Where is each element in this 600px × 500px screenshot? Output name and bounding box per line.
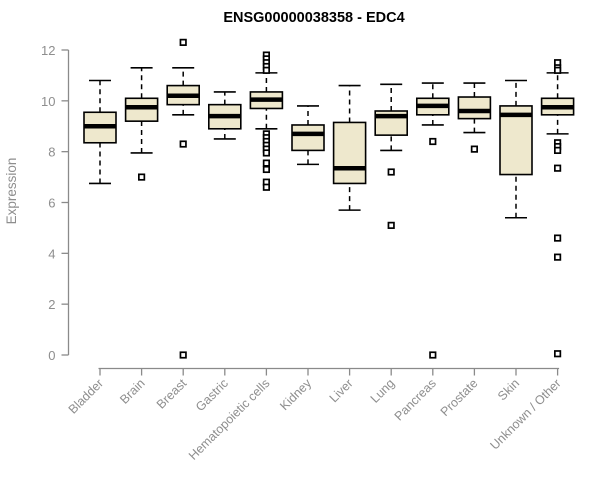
outlier-point	[553, 164, 562, 172]
y-tick-label-6: 6	[48, 195, 55, 210]
outlier-point	[470, 145, 478, 153]
boxplot-bladder	[83, 79, 117, 185]
y-tick-label-4: 4	[48, 246, 55, 261]
y-tick-label-10: 10	[41, 94, 55, 109]
boxplot-unknown-other	[540, 59, 575, 358]
chart-title: ENSG00000038358 - EDC4	[223, 10, 404, 26]
outlier-point	[262, 159, 270, 167]
boxplot-hematopoietic-cells	[249, 51, 284, 191]
boxplot-breast	[166, 38, 200, 359]
outlier-point	[138, 173, 146, 181]
outlier-point	[553, 234, 562, 242]
y-axis: 0 2 4 6 8 10 12	[41, 43, 70, 363]
outlier-point	[262, 183, 270, 191]
x-tick-label-prostate: Prostate	[438, 376, 481, 419]
boxplot-prostate	[457, 82, 492, 153]
outlier-point	[262, 165, 270, 174]
y-tick-label-8: 8	[48, 145, 55, 160]
outlier-point	[553, 66, 562, 74]
boxplot-lung	[374, 83, 409, 229]
outlier-point	[179, 351, 187, 359]
x-tick-label-pancreas: Pancreas	[392, 376, 439, 423]
boxplot-pancreas	[415, 82, 450, 359]
boxplot-liver	[332, 84, 367, 211]
outlier-point	[262, 66, 270, 74]
outlier-point	[179, 38, 187, 46]
x-tick-label-hematopoietic-cells: Hematopoietic cells	[186, 376, 273, 463]
x-tick-label-lung: Lung	[368, 376, 398, 406]
x-tick-label-liver: Liver	[327, 376, 356, 405]
outlier-point	[429, 137, 437, 146]
outlier-point	[387, 168, 395, 176]
outlier-point	[179, 140, 187, 148]
outlier-point	[553, 146, 562, 154]
iqr-box	[332, 121, 367, 185]
iqr-box	[457, 96, 492, 120]
x-tick-label-brain: Brain	[117, 376, 148, 407]
x-tick-label-skin: Skin	[495, 376, 522, 403]
x-tick-label-bladder: Bladder	[66, 376, 106, 416]
boxplot-brain	[124, 66, 159, 181]
outlier-point	[553, 253, 562, 261]
y-tick-label-12: 12	[41, 43, 55, 58]
y-axis-label: Expression	[4, 158, 19, 225]
outlier-point	[429, 351, 437, 359]
x-tick-label-unknown-other: Unknown / Other	[487, 376, 563, 452]
outlier-point	[262, 149, 270, 157]
plot-area: 0 2 4 6 8 10 12 Bladder Brain Breast GastricHemato…	[41, 38, 575, 463]
boxplot-gastric	[208, 91, 242, 140]
iqr-box	[124, 97, 159, 122]
iqr-box	[291, 124, 325, 152]
y-tick-label-2: 2	[48, 297, 55, 312]
y-tick-label-0: 0	[48, 348, 55, 363]
boxplot-skin	[499, 79, 533, 219]
iqr-box	[499, 105, 533, 176]
outlier-point	[553, 350, 562, 358]
boxplot-kidney	[291, 105, 325, 166]
x-tick-label-gastric: Gastric	[193, 376, 231, 414]
outlier-point	[387, 221, 395, 229]
x-tick-label-kidney: Kidney	[277, 376, 314, 413]
x-tick-label-breast: Breast	[154, 376, 190, 412]
